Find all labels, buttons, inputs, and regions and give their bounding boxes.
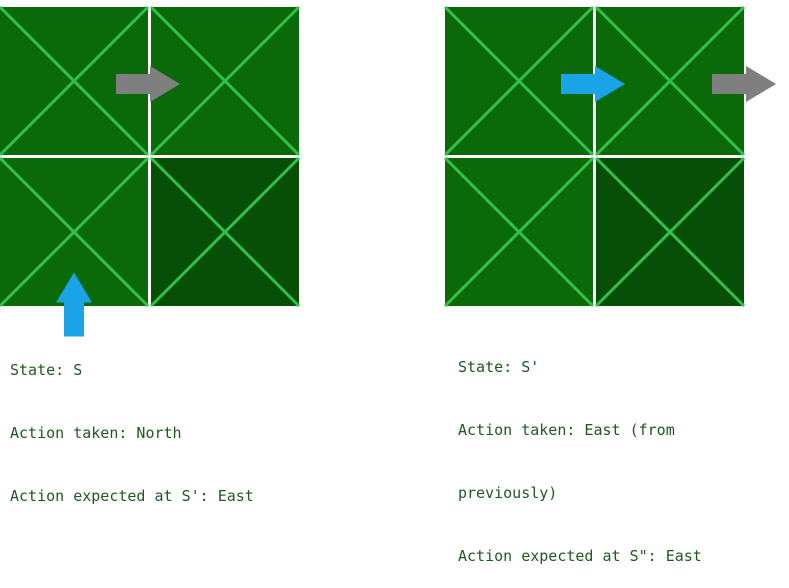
action-expected-label: Action expected at S": East [458, 547, 702, 565]
state-label: State: S [10, 361, 83, 379]
cell-diagonal [443, 5, 595, 157]
cell-diagonal [0, 156, 150, 308]
grid-cell-bottom-right [594, 156, 746, 308]
expected-action-arrow-icon [712, 65, 776, 102]
action-taken-label: Action taken: North [10, 424, 182, 442]
left-panel-grid [0, 5, 301, 337]
agent-action-arrow-icon [561, 65, 625, 102]
grid-cell-bottom-left [443, 156, 595, 308]
action-taken-label-continued: previously) [458, 484, 558, 502]
state-label: State: S' [458, 358, 540, 376]
left-panel-caption: State: S Action taken: North Action expe… [10, 318, 254, 528]
agent-action-arrow-icon [56, 272, 92, 337]
action-taken-label: Action taken: East (from [458, 421, 675, 439]
cell-diagonal [0, 5, 150, 157]
cell-diagonal [149, 156, 301, 308]
cell-diagonal [149, 5, 301, 157]
gridworld-diagram [0, 5, 776, 337]
cell-diagonal [594, 5, 746, 157]
expected-action-arrow-icon [116, 65, 180, 102]
action-expected-label: Action expected at S': East [10, 487, 254, 505]
cell-diagonal [443, 156, 595, 308]
cell-diagonal [594, 156, 746, 308]
grid-cell-bottom-right [149, 156, 301, 308]
right-panel-grid [443, 5, 776, 308]
grid-cell-top-right [149, 5, 301, 157]
right-panel-caption: State: S' Action taken: East (from previ… [458, 315, 702, 588]
